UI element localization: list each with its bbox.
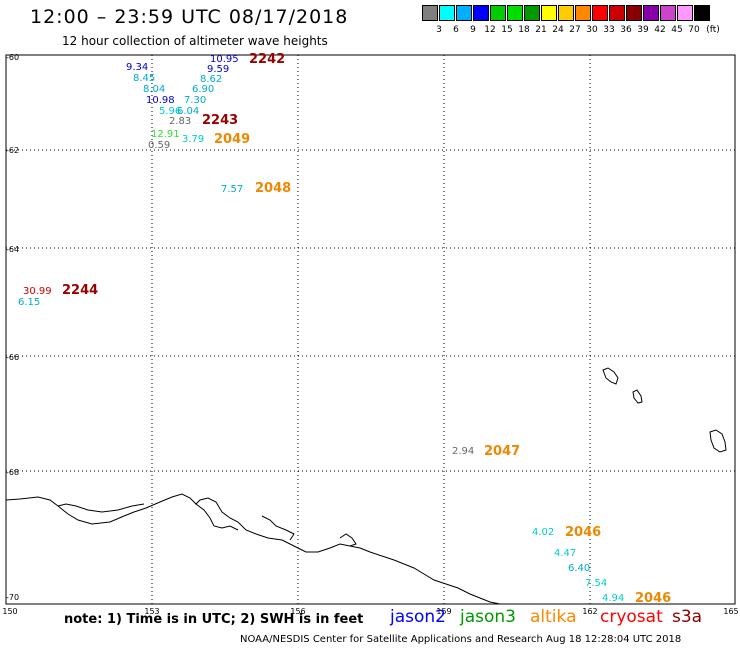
scale-swatch [677, 5, 693, 21]
scale-swatch [456, 5, 472, 21]
swh-label: 30.99 [23, 286, 52, 297]
lat-label: -64 [6, 245, 19, 254]
scale-swatch [626, 5, 642, 21]
scale-label: 12 [484, 25, 496, 35]
swh-label: 10.98 [146, 95, 175, 106]
scale-label: 9 [470, 25, 476, 35]
footer-note: note: 1) Time is in UTC; 2) SWH is in fe… [64, 612, 364, 627]
legend-jason2: jason2 [390, 607, 446, 627]
island [602, 367, 619, 385]
credit-line: NOAA/NESDIS Center for Satellite Applica… [240, 634, 682, 645]
pass-time-label: 2242 [249, 52, 285, 67]
scale-label: 21 [535, 25, 547, 35]
lon-label: 159 [436, 607, 451, 616]
map-frame [5, 54, 736, 605]
lat-label: -66 [6, 353, 19, 362]
pass-time-label: 2047 [484, 444, 520, 459]
lat-label: -62 [6, 146, 19, 155]
scale-label: 30 [586, 25, 598, 35]
scale-label: 6 [453, 25, 459, 35]
scale-label: 70 [688, 25, 700, 35]
scale-swatch [541, 5, 557, 21]
lon-label: 162 [582, 607, 597, 616]
lon-label: 150 [2, 607, 17, 616]
swh-label: 7.54 [585, 578, 607, 589]
scale-swatch [473, 5, 489, 21]
swh-label: 4.47 [554, 548, 576, 559]
lon-label: 156 [290, 607, 305, 616]
swh-label: 0.59 [148, 140, 170, 151]
lat-label: -68 [6, 468, 19, 477]
island [709, 429, 727, 453]
scale-label: 15 [501, 25, 513, 35]
scale-swatch [507, 5, 523, 21]
swh-label: 8.04 [143, 84, 165, 95]
scale-swatch [439, 5, 455, 21]
scale-label: 24 [552, 25, 564, 35]
pass-time-label: 2046 [635, 591, 671, 606]
swh-label: 4.02 [532, 527, 554, 538]
legend-s3a: s3a [672, 607, 703, 627]
scale-label: 42 [654, 25, 666, 35]
scale-swatch [694, 5, 710, 21]
lat-label: -60 [6, 53, 19, 62]
grid-lines [6, 55, 735, 604]
legend-altika: altika [530, 607, 577, 627]
coastline [5, 493, 501, 605]
scale-swatch [422, 5, 438, 21]
scale-label: 27 [569, 25, 581, 35]
swh-label: 7.57 [221, 184, 243, 195]
swh-label: 9.59 [207, 64, 229, 75]
scale-label: 33 [603, 25, 615, 35]
pass-time-label: 2244 [62, 283, 98, 298]
scale-swatch [490, 5, 506, 21]
coastline-bay [195, 503, 239, 531]
scale-label: 18 [518, 25, 530, 35]
lat-label: -70 [6, 593, 19, 602]
scale-label: 36 [620, 25, 632, 35]
pass-time-label: 2048 [255, 181, 291, 196]
pass-time-label: 2243 [202, 113, 238, 128]
scale-label: 45 [671, 25, 683, 35]
scale-swatch [660, 5, 676, 21]
scale-swatch [575, 5, 591, 21]
coastline-bay [339, 533, 357, 547]
swh-label: 6.90 [192, 84, 214, 95]
swh-label: 3.79 [182, 134, 204, 145]
legend-cryosat: cryosat [600, 607, 663, 627]
coastline-bay [261, 515, 295, 541]
swh-label: 6.40 [568, 563, 590, 574]
scale-label: 39 [637, 25, 649, 35]
swh-label: 8.62 [200, 74, 222, 85]
scale-swatch [643, 5, 659, 21]
lon-label: 165 [723, 607, 738, 616]
swh-label: 6.15 [18, 297, 40, 308]
scale-swatch [592, 5, 608, 21]
swh-label: 10.95 [210, 54, 239, 65]
swh-label: 6.04 [177, 106, 199, 117]
swh-label: 12.91 [151, 129, 180, 140]
pass-time-label: 2046 [565, 525, 601, 540]
scale-swatch [524, 5, 540, 21]
island [632, 389, 643, 404]
scale-label: 3 [436, 25, 442, 35]
scale-swatch [609, 5, 625, 21]
swh-label: 9.34 [126, 62, 148, 73]
swh-label: 2.94 [452, 446, 474, 457]
swh-label: 7.30 [184, 95, 206, 106]
swh-label: 4.94 [602, 593, 624, 604]
swh-label: 8.45 [133, 73, 155, 84]
legend-jason3: jason3 [460, 607, 516, 627]
lon-label: 153 [144, 607, 159, 616]
map-subtitle: 12 hour collection of altimeter wave hei… [62, 34, 328, 48]
swh-label: 2.83 [169, 116, 191, 127]
scale-swatch [558, 5, 574, 21]
pass-time-label: 2049 [214, 132, 250, 147]
swh-label: 5.96 [159, 106, 181, 117]
map-title: 12:00 – 23:59 UTC 08/17/2018 [30, 6, 349, 28]
coastline-inlet [57, 503, 145, 513]
scale-unit: (ft) [706, 25, 720, 35]
